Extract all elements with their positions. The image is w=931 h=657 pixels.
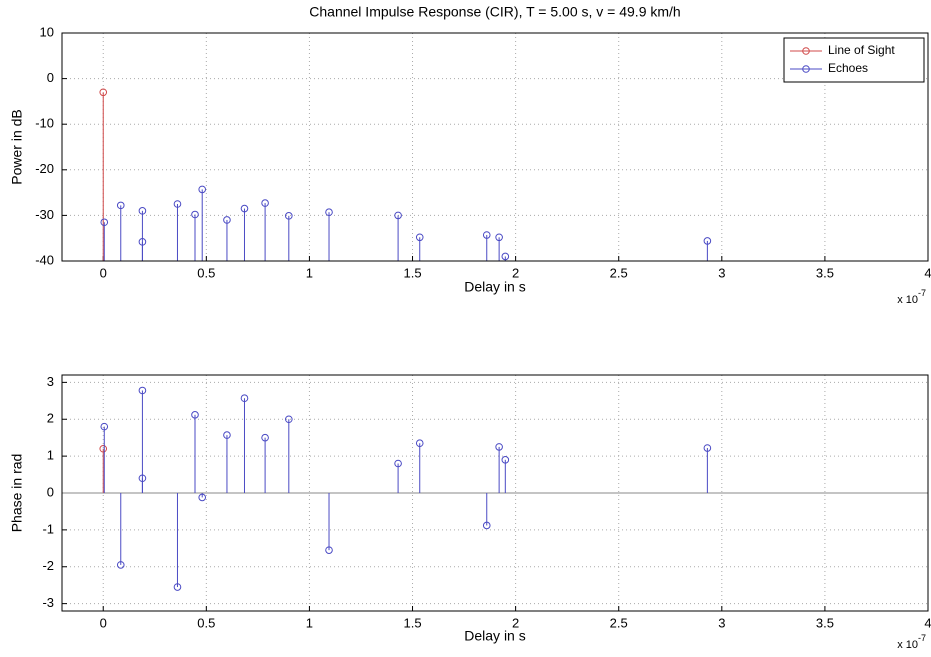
y-tick-label: -10 [35, 116, 54, 131]
stem-marker [501, 252, 510, 261]
x-tick-label: 1.5 [403, 265, 421, 280]
x-tick-label: 1 [306, 265, 313, 280]
stem-marker [415, 439, 424, 448]
x-tick-label: 0 [100, 265, 107, 280]
stem-marker [240, 204, 249, 213]
stem-marker [394, 211, 402, 220]
x-tick-label: 2 [512, 265, 519, 280]
y-tick-label: 10 [40, 24, 54, 39]
x-tick-label: 0.5 [197, 615, 215, 630]
x-tick-label: 3.5 [816, 615, 834, 630]
y-tick-label: 0 [47, 70, 54, 85]
x-tick-label: 2.5 [610, 265, 628, 280]
x-multiplier: x 10-7 [897, 633, 926, 651]
stem-marker [261, 199, 269, 207]
stem-marker [138, 386, 147, 395]
y-tick-label: -1 [42, 521, 54, 536]
axes-frame [61, 374, 929, 612]
stem-marker [138, 207, 147, 215]
stem-marker [482, 521, 491, 530]
x-tick-label: 0.5 [197, 265, 215, 280]
y-tick-label: -2 [42, 558, 54, 573]
x-tick-label: 3 [718, 265, 725, 280]
stem-marker [191, 210, 199, 219]
stem-marker [240, 394, 249, 403]
x-multiplier-exponent: -7 [918, 633, 926, 643]
y-tick-label: -40 [35, 252, 54, 267]
stem-marker [501, 456, 510, 464]
x-tick-label: 4 [924, 265, 931, 280]
legend-label: Line of Sight [828, 43, 895, 57]
stem-marker [703, 237, 712, 245]
x-tick-label: 1 [306, 615, 313, 630]
stem-marker [495, 233, 503, 242]
x-multiplier-base: x 10 [897, 294, 918, 306]
x-tick-label: 1.5 [403, 615, 421, 630]
stem-marker [116, 201, 125, 210]
x-tick-label: 0 [100, 615, 107, 630]
chart-title: Channel Impulse Response (CIR), T = 5.00… [309, 4, 680, 20]
x-axis-label: Delay in s [464, 628, 525, 644]
legend-marker [802, 65, 810, 73]
stem-marker [495, 443, 503, 451]
stem-marker [138, 238, 147, 246]
x-multiplier-base: x 10 [897, 639, 918, 651]
stem-marker [100, 218, 109, 227]
x-axis-label: Delay in s [464, 279, 525, 295]
legend-marker [802, 47, 810, 55]
x-tick-label: 2.5 [610, 615, 628, 630]
stem-marker [261, 433, 269, 442]
axes-frame [61, 32, 929, 262]
stem-marker [198, 493, 207, 502]
stem-marker [415, 233, 424, 242]
x-multiplier: x 10-7 [897, 288, 926, 306]
stem-marker [325, 546, 333, 554]
x-tick-label: 3 [718, 615, 725, 630]
stem-marker [173, 200, 182, 208]
legend-label: Echoes [828, 61, 868, 75]
stem-marker [116, 561, 125, 569]
stem-marker [99, 88, 108, 97]
stem-marker [285, 415, 293, 424]
y-tick-label: -3 [42, 595, 54, 610]
y-tick-label: -20 [35, 161, 54, 176]
x-tick-label: 3.5 [816, 265, 834, 280]
stem-marker [100, 422, 109, 431]
stem-marker [223, 431, 231, 439]
y-axis-label: Power in dB [9, 109, 25, 184]
stem-marker [223, 216, 231, 224]
y-tick-label: 1 [47, 448, 54, 463]
stem-marker [198, 185, 207, 194]
stem-marker [99, 444, 108, 453]
stem-marker [703, 444, 712, 452]
stem-marker [191, 411, 199, 419]
stem-marker [138, 474, 147, 483]
x-tick-label: 2 [512, 615, 519, 630]
stem-marker [173, 583, 182, 591]
y-axis-label: Phase in rad [9, 454, 25, 533]
stem-marker [285, 212, 293, 220]
stem-marker [482, 231, 491, 239]
y-tick-label: 3 [47, 374, 54, 389]
y-tick-label: -30 [35, 207, 54, 222]
x-multiplier-exponent: -7 [918, 288, 926, 298]
legend-box [783, 37, 925, 83]
stem-marker [325, 208, 333, 217]
stem-marker [394, 459, 402, 468]
y-tick-label: 2 [47, 411, 54, 426]
y-tick-label: 0 [47, 484, 54, 499]
x-tick-label: 4 [924, 615, 931, 630]
